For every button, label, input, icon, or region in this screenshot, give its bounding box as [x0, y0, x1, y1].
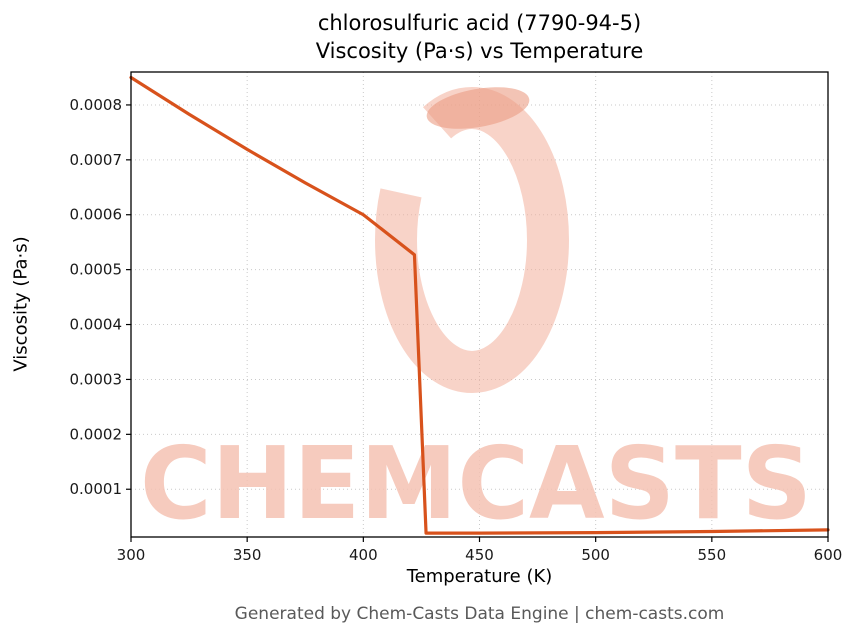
x-tick-label: 600	[814, 546, 843, 564]
x-tick-label: 350	[233, 546, 262, 564]
chart-subtitle: Viscosity (Pa·s) vs Temperature	[315, 38, 644, 63]
y-tick-label: 0.0004	[70, 316, 123, 334]
x-tick-label: 450	[465, 546, 494, 564]
watermark-layer: CHEMCASTS	[140, 87, 812, 542]
y-tick-label: 0.0002	[70, 425, 123, 443]
y-tick-label: 0.0003	[70, 370, 123, 388]
x-tick-label: 550	[698, 546, 727, 564]
x-tick-label: 500	[581, 546, 610, 564]
x-tick-label: 300	[117, 546, 146, 564]
footer-text: Generated by Chem-Casts Data Engine | ch…	[234, 604, 725, 624]
y-axis-label: Viscosity (Pa·s)	[10, 236, 32, 372]
watermark-text: CHEMCASTS	[140, 425, 812, 542]
y-tick-label: 0.0007	[70, 151, 123, 169]
axes-layer: 300 350 400 450 500 550 600 0.0001 0.0002 0.0003 0…	[70, 71, 843, 564]
series-line-viscosity	[129, 75, 830, 535]
chart-title: chlorosulfuric acid (7790-94-5)	[317, 11, 642, 35]
y-tick-label: 0.0001	[70, 480, 123, 498]
x-tick-label: 400	[349, 546, 378, 564]
line-layer	[129, 75, 830, 535]
y-tick-label: 0.0005	[70, 261, 123, 279]
chart-title-block: chlorosulfuric acid (7790-94-5) Viscosit…	[131, 10, 828, 65]
x-axis-label: Temperature (K)	[406, 566, 553, 587]
y-tick-label: 0.0006	[70, 206, 123, 224]
y-tick-label: 0.0008	[70, 96, 123, 114]
chemcasts-logo-blob-icon	[426, 87, 530, 129]
